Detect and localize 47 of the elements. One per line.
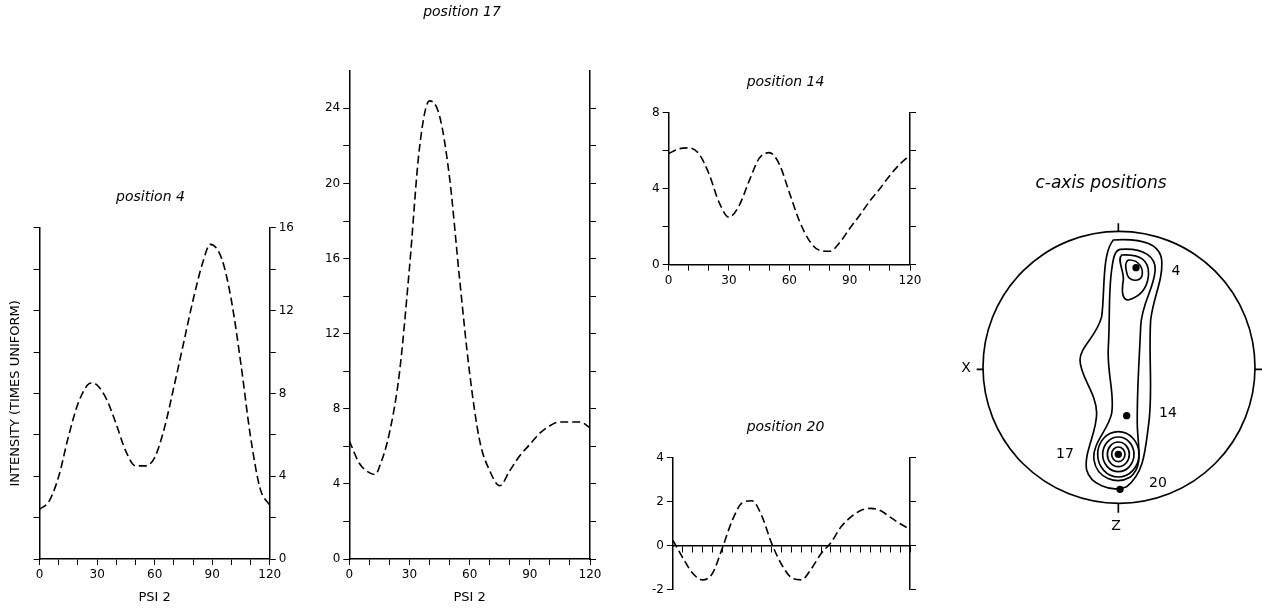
x-tick-label: 120: [258, 567, 282, 582]
y-tick-label: 16: [324, 250, 341, 265]
y-tick-label: 0: [332, 551, 341, 566]
text: 17: [1055, 444, 1075, 463]
x-tick-label: 120: [898, 272, 922, 287]
y-tick-label: 8: [651, 104, 660, 119]
x-tick-label: 60: [147, 567, 163, 582]
y-tick-label: 4: [651, 180, 660, 195]
y2-tick-label: 16: [278, 219, 295, 234]
x-tick-label: 0: [35, 567, 44, 582]
x-tick-label: 60: [461, 567, 478, 582]
chart-title: position 20: [745, 418, 825, 435]
x-tick-label: 120: [578, 567, 602, 582]
y-tick-label: 4: [332, 476, 341, 491]
y2-tick-label: 12: [278, 302, 295, 317]
y-tick-label: 20: [324, 175, 341, 190]
y-tick-label: 24: [324, 100, 341, 115]
y-tick-label: 0: [656, 537, 664, 552]
y-tick-label: -2: [652, 581, 664, 596]
y-tick-label: 8: [332, 400, 341, 415]
x-tick-label: 90: [522, 567, 538, 582]
y-tick-label: 12: [324, 325, 341, 340]
chart-title: position 17: [422, 3, 501, 20]
x-tick-label: 30: [401, 567, 418, 582]
x-axis-title: PSI 2: [138, 588, 171, 604]
text: Z: [1110, 516, 1122, 535]
y2-tick-label: 0: [278, 551, 287, 566]
x-axis-title: PSI 2: [453, 588, 486, 604]
text: 4: [1170, 261, 1182, 280]
y-tick-label: 4: [656, 449, 664, 464]
text: 14: [1158, 403, 1178, 422]
text: X: [960, 358, 972, 377]
chart-title: position 4: [115, 188, 185, 205]
text: 20: [1148, 473, 1168, 492]
x-tick-label: 0: [345, 567, 354, 582]
x-tick-label: 30: [721, 272, 737, 287]
y-tick-label: 0: [651, 256, 660, 271]
y2-tick-label: 8: [278, 385, 287, 400]
x-tick-label: 90: [842, 272, 858, 287]
x-tick-label: 60: [781, 272, 797, 287]
x-tick-label: 90: [204, 567, 220, 582]
y-axis-title: INTENSITY (TIMES UNIFORM): [7, 300, 23, 487]
text: c-axis positions: [1034, 172, 1168, 192]
y-tick-label: 2: [656, 493, 664, 508]
chart-title: position 14: [745, 73, 825, 90]
x-tick-label: 30: [89, 567, 105, 582]
y2-tick-label: 4: [278, 468, 287, 483]
